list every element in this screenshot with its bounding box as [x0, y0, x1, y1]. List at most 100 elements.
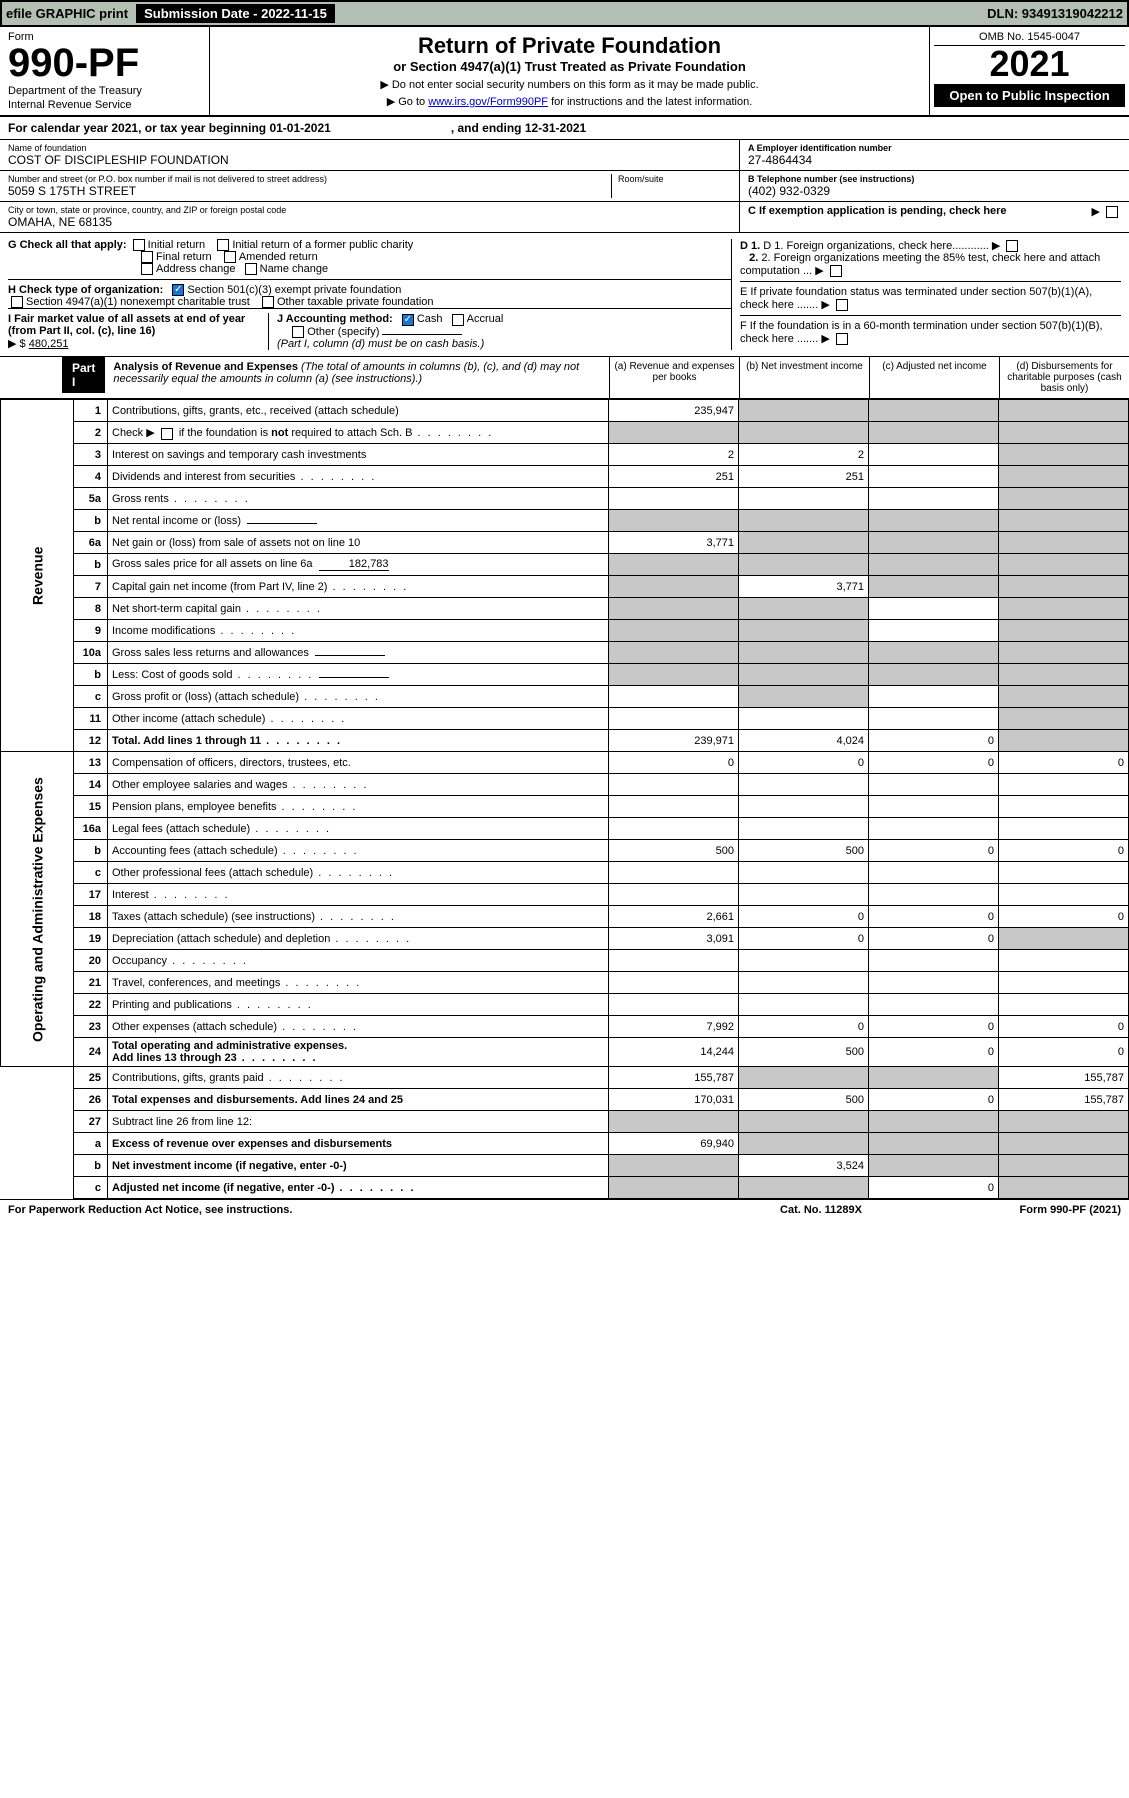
- col-c-head: (c) Adjusted net income: [869, 357, 999, 398]
- 4947-checkbox[interactable]: [11, 296, 23, 308]
- line-8: 8Net short-term capital gain: [1, 598, 1129, 620]
- d2-text: 2. Foreign organizations meeting the 85%…: [740, 252, 1100, 277]
- line-27b: bNet investment income (if negative, ent…: [1, 1155, 1129, 1177]
- other-taxable-checkbox[interactable]: [262, 296, 274, 308]
- line-18: 18Taxes (attach schedule) (see instructi…: [1, 906, 1129, 928]
- schb-checkbox[interactable]: [161, 428, 173, 440]
- header-right: OMB No. 1545-0047 2021 Open to Public In…: [929, 27, 1129, 115]
- fmv-value: 480,251: [29, 338, 69, 350]
- line-16a: 16aLegal fees (attach schedule): [1, 818, 1129, 840]
- info-left: Name of foundation COST OF DISCIPLESHIP …: [0, 140, 739, 232]
- line-21: 21Travel, conferences, and meetings: [1, 972, 1129, 994]
- f-checkbox[interactable]: [836, 333, 848, 345]
- efile-label: efile GRAPHIC print: [6, 6, 128, 21]
- checks-left: G Check all that apply: Initial return I…: [8, 239, 731, 350]
- final-return-checkbox[interactable]: [141, 251, 153, 263]
- line-22: 22Printing and publications: [1, 994, 1129, 1016]
- accrual-checkbox[interactable]: [452, 314, 464, 326]
- tel-label: B Telephone number (see instructions): [748, 174, 1121, 184]
- line-23: 23Other expenses (attach schedule) 7,992…: [1, 1016, 1129, 1038]
- ein-label: A Employer identification number: [748, 143, 1121, 153]
- part1-label: Part I: [62, 357, 105, 393]
- street-address: 5059 S 175TH STREET: [8, 184, 611, 198]
- d2-checkbox[interactable]: [830, 265, 842, 277]
- header-left: Form 990-PF Department of the Treasury I…: [0, 27, 210, 115]
- d1-checkbox[interactable]: [1006, 240, 1018, 252]
- col-d-head: (d) Disbursements for charitable purpose…: [999, 357, 1129, 398]
- line-16c: cOther professional fees (attach schedul…: [1, 862, 1129, 884]
- open-public: Open to Public Inspection: [934, 84, 1125, 107]
- line-6a: 6aNet gain or (loss) from sale of assets…: [1, 532, 1129, 554]
- page-footer: For Paperwork Reduction Act Notice, see …: [0, 1199, 1129, 1220]
- dept-treasury: Department of the Treasury: [8, 85, 201, 97]
- top-bar: efile GRAPHIC print Submission Date - 20…: [0, 0, 1129, 27]
- line-14: 14Other employee salaries and wages: [1, 774, 1129, 796]
- line-6b: bGross sales price for all assets on lin…: [1, 554, 1129, 576]
- cat-no: Cat. No. 11289X: [721, 1204, 921, 1216]
- d1-text: D 1. Foreign organizations, check here..…: [763, 240, 989, 252]
- tel-value: (402) 932-0329: [748, 184, 1121, 198]
- amended-checkbox[interactable]: [224, 251, 236, 263]
- line-27a: aExcess of revenue over expenses and dis…: [1, 1133, 1129, 1155]
- form-title: Return of Private Foundation: [220, 33, 919, 59]
- ein-row: A Employer identification number 27-4864…: [740, 140, 1129, 171]
- line-4: 4Dividends and interest from securities …: [1, 466, 1129, 488]
- dept-irs: Internal Revenue Service: [8, 99, 201, 111]
- form-header: Form 990-PF Department of the Treasury I…: [0, 27, 1129, 117]
- addr-label: Number and street (or P.O. box number if…: [8, 174, 611, 184]
- e-checkbox[interactable]: [836, 299, 848, 311]
- line-10c: cGross profit or (loss) (attach schedule…: [1, 686, 1129, 708]
- checks-right: D 1. D 1. Foreign organizations, check h…: [731, 239, 1121, 350]
- tel-row: B Telephone number (see instructions) (4…: [740, 171, 1129, 202]
- info-right: A Employer identification number 27-4864…: [739, 140, 1129, 232]
- cal-text1: For calendar year 2021, or tax year begi…: [8, 121, 331, 135]
- line-27: 27Subtract line 26 from line 12:: [1, 1111, 1129, 1133]
- form-subtitle: or Section 4947(a)(1) Trust Treated as P…: [220, 59, 919, 74]
- line-7: 7Capital gain net income (from Part IV, …: [1, 576, 1129, 598]
- expenses-side: Operating and Administrative Expenses: [1, 752, 74, 1067]
- line-15: 15Pension plans, employee benefits: [1, 796, 1129, 818]
- f-text: F If the foundation is in a 60-month ter…: [740, 320, 1103, 345]
- initial-return-checkbox[interactable]: [133, 239, 145, 251]
- line-20: 20Occupancy: [1, 950, 1129, 972]
- line-2: 2Check ▶ if the foundation is not requir…: [1, 422, 1129, 444]
- cal-text2: , and ending 12-31-2021: [451, 121, 586, 135]
- tax-year: 2021: [934, 46, 1125, 82]
- part1-header-row: Part I Analysis of Revenue and Expenses …: [0, 357, 1129, 399]
- cash-checkbox[interactable]: [402, 314, 414, 326]
- line-13: Operating and Administrative Expenses 13…: [1, 752, 1129, 774]
- h-label: H Check type of organization:: [8, 284, 163, 296]
- checks-section: G Check all that apply: Initial return I…: [0, 233, 1129, 357]
- initial-former-checkbox[interactable]: [217, 239, 229, 251]
- foundation-name: COST OF DISCIPLESHIP FOUNDATION: [8, 153, 731, 167]
- part1-table: Revenue 1Contributions, gifts, grants, e…: [0, 399, 1129, 1199]
- irs-link[interactable]: www.irs.gov/Form990PF: [428, 96, 548, 108]
- c-checkbox[interactable]: [1106, 206, 1118, 218]
- address-change-checkbox[interactable]: [141, 263, 153, 275]
- line-5a: 5aGross rents: [1, 488, 1129, 510]
- note-link: ▶ Go to www.irs.gov/Form990PF for instru…: [220, 95, 919, 108]
- line-19: 19Depreciation (attach schedule) and dep…: [1, 928, 1129, 950]
- line-25: 25Contributions, gifts, grants paid 155,…: [1, 1067, 1129, 1089]
- name-label: Name of foundation: [8, 143, 731, 153]
- other-method-checkbox[interactable]: [292, 326, 304, 338]
- e-text: E If private foundation status was termi…: [740, 286, 1092, 311]
- j-label: J Accounting method:: [277, 313, 393, 325]
- submission-date: Submission Date - 2022-11-15: [136, 4, 335, 23]
- line-17: 17Interest: [1, 884, 1129, 906]
- col-a-head: (a) Revenue and expenses per books: [609, 357, 739, 398]
- city-row: City or town, state or province, country…: [0, 202, 739, 232]
- name-change-checkbox[interactable]: [245, 263, 257, 275]
- 501c3-checkbox[interactable]: [172, 284, 184, 296]
- col-b-head: (b) Net investment income: [739, 357, 869, 398]
- form-ref: Form 990-PF (2021): [921, 1204, 1121, 1216]
- line-12: 12Total. Add lines 1 through 11 239,9714…: [1, 730, 1129, 752]
- line-27c: cAdjusted net income (if negative, enter…: [1, 1177, 1129, 1199]
- i-label: I Fair market value of all assets at end…: [8, 313, 245, 337]
- line-26: 26Total expenses and disbursements. Add …: [1, 1089, 1129, 1111]
- address-row: Number and street (or P.O. box number if…: [0, 171, 739, 202]
- paperwork-notice: For Paperwork Reduction Act Notice, see …: [8, 1204, 721, 1216]
- foundation-name-row: Name of foundation COST OF DISCIPLESHIP …: [0, 140, 739, 171]
- c-label: C If exemption application is pending, c…: [748, 205, 1007, 217]
- room-label: Room/suite: [618, 174, 731, 184]
